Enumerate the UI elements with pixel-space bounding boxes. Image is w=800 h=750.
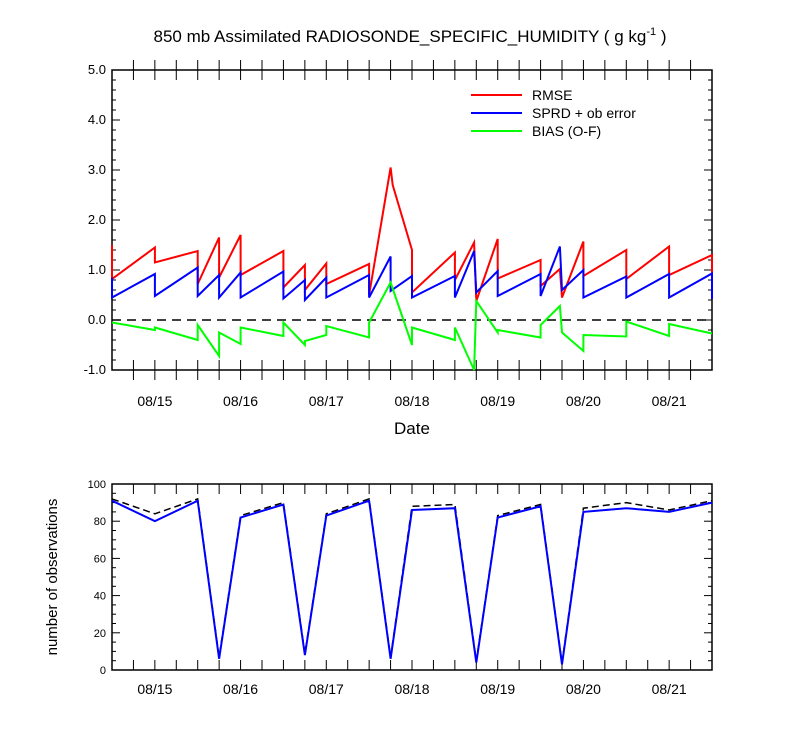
x-tick-label: 08/15 [137, 393, 172, 409]
x-tick-label: 08/18 [394, 681, 429, 697]
x-tick-label: 08/16 [223, 681, 258, 697]
y-tick-label: 80 [94, 516, 106, 528]
legend-label-rmse: RMSE [532, 87, 572, 103]
y-tick-label: 20 [94, 628, 106, 640]
series-line-sprd [111, 246, 713, 303]
x-tick-label: 08/17 [309, 393, 344, 409]
x-tick-label: 08/21 [652, 681, 687, 697]
series-line-obs-possible [111, 497, 713, 663]
x-tick-label: 08/17 [309, 681, 344, 697]
chart-title: 850 mb Assimilated RADIOSONDE_SPECIFIC_H… [154, 26, 667, 46]
x-tick-label: 08/20 [566, 393, 601, 409]
y-tick-label: 100 [88, 479, 106, 491]
bottom-plot-area: 0 20 40 60 80 100 08/15 08/16 08/17 08/18 08/19 08/… [88, 479, 713, 697]
y-tick-label: 1.0 [88, 262, 106, 277]
series-line-bias [111, 280, 713, 371]
x-tick-label: 08/18 [394, 393, 429, 409]
y-tick-label: 5.0 [88, 62, 106, 77]
y-tick-label: 2.0 [88, 212, 106, 227]
x-tick-label: 08/15 [137, 681, 172, 697]
y-tick-label: -1.0 [84, 362, 106, 377]
y-axis-label-observations: number of observations [44, 499, 61, 656]
legend: RMSE SPRD + ob error BIAS (O-F) [471, 87, 636, 139]
y-tick-label: 40 [94, 591, 106, 603]
x-tick-label: 08/21 [652, 393, 687, 409]
legend-label-bias: BIAS (O-F) [532, 123, 601, 139]
y-tick-label: 0.0 [88, 312, 106, 327]
x-tick-label: 08/16 [223, 393, 258, 409]
top-plot-area: -1.0 0.0 1.0 2.0 3.0 4.0 5.0 08/15 08/16 08/17 08/… [84, 60, 713, 409]
legend-label-sprd: SPRD + ob error [532, 105, 636, 121]
y-tick-label: 60 [94, 553, 106, 565]
y-tick-label: 4.0 [88, 112, 106, 127]
x-tick-label: 08/20 [566, 681, 601, 697]
x-tick-label: 08/19 [480, 393, 515, 409]
x-tick-label: 08/19 [480, 681, 515, 697]
y-tick-label: 3.0 [88, 162, 106, 177]
series-line-rmse [111, 167, 713, 302]
x-axis-label: Date [394, 419, 430, 438]
series-line-obs-used [111, 499, 713, 665]
y-tick-label: 0 [100, 665, 106, 677]
